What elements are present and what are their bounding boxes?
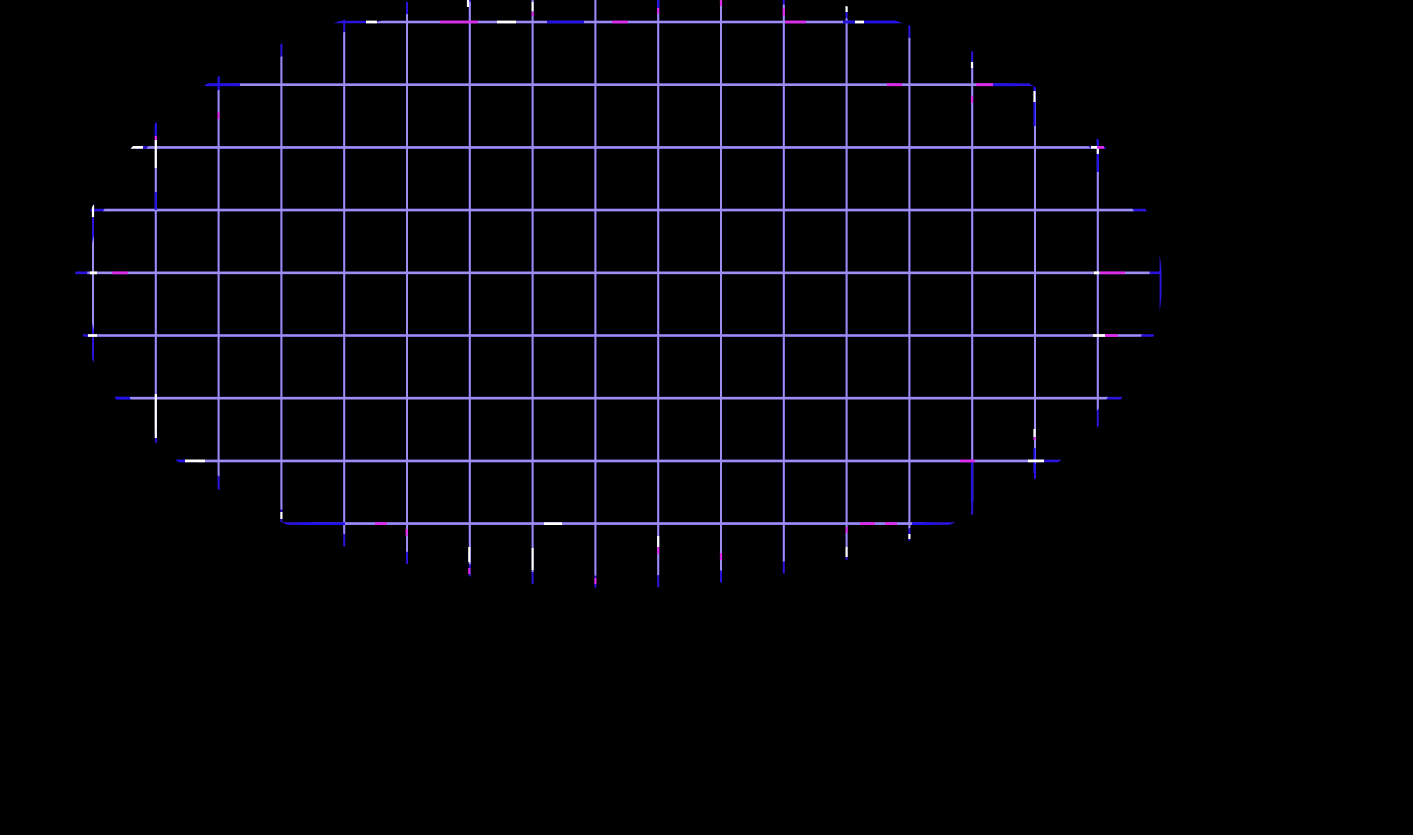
noise-artifact-layer	[88, 0, 1125, 584]
